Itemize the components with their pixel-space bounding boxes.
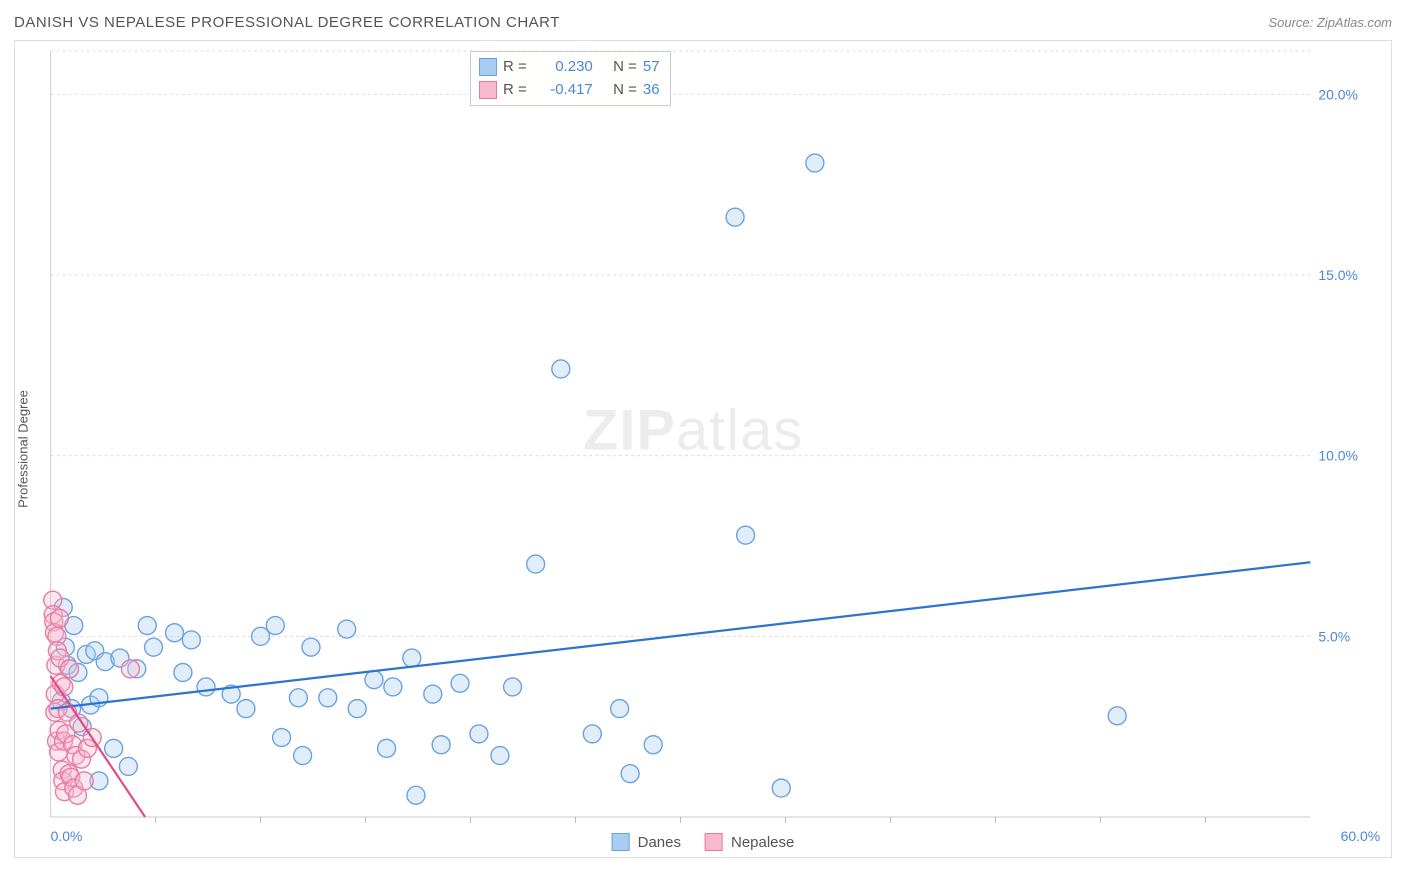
data-point — [289, 689, 307, 707]
data-point — [407, 786, 425, 804]
data-point — [197, 678, 215, 696]
y-tick-label: 15.0% — [1318, 267, 1358, 283]
data-point — [182, 631, 200, 649]
data-point — [451, 674, 469, 692]
n-value: 57 — [643, 56, 660, 79]
data-point — [470, 725, 488, 743]
n-label: N = — [613, 56, 637, 79]
y-tick-label: 5.0% — [1318, 628, 1350, 644]
plot-area: 5.0%10.0%15.0%20.0%0.0%60.0%ZIPatlas — [50, 51, 1311, 817]
data-point — [621, 765, 639, 783]
data-point — [145, 638, 163, 656]
stats-legend: R = 0.230 N = 57 R = -0.417 N = 36 — [470, 51, 671, 106]
data-point — [105, 739, 123, 757]
data-point — [644, 736, 662, 754]
data-point — [119, 757, 137, 775]
y-tick-label: 20.0% — [1318, 86, 1358, 102]
legend-swatch — [705, 833, 723, 851]
x-max-label: 60.0% — [1341, 828, 1381, 844]
data-point — [319, 689, 337, 707]
data-point — [403, 649, 421, 667]
n-value: 36 — [643, 79, 660, 102]
data-point — [726, 208, 744, 226]
series-legend-item: Danes — [612, 833, 681, 851]
data-point — [806, 154, 824, 172]
data-point — [166, 624, 184, 642]
data-point — [583, 725, 601, 743]
series-legend: Danes Nepalese — [612, 833, 795, 851]
y-tick-label: 10.0% — [1318, 448, 1358, 464]
y-axis-label: Professional Degree — [16, 390, 31, 508]
series-legend-label: Danes — [638, 834, 681, 851]
scatter-plot-svg: 5.0%10.0%15.0%20.0%0.0%60.0%ZIPatlas — [50, 51, 1311, 817]
data-point — [348, 700, 366, 718]
r-value: -0.417 — [533, 79, 593, 102]
data-point — [432, 736, 450, 754]
legend-swatch — [479, 58, 497, 76]
data-point — [737, 526, 755, 544]
data-point — [338, 620, 356, 638]
data-point — [365, 671, 383, 689]
trend-line — [51, 562, 1311, 708]
data-point — [1108, 707, 1126, 725]
legend-swatch — [612, 833, 630, 851]
data-point — [294, 747, 312, 765]
data-point — [266, 617, 284, 635]
data-point — [504, 678, 522, 696]
chart-container: Professional Degree 5.0%10.0%15.0%20.0%0… — [14, 40, 1392, 858]
data-point — [491, 747, 509, 765]
legend-swatch — [479, 81, 497, 99]
data-point — [384, 678, 402, 696]
data-point — [273, 729, 291, 747]
data-point — [772, 779, 790, 797]
data-point — [237, 700, 255, 718]
data-point — [527, 555, 545, 573]
data-point — [61, 660, 79, 678]
stats-legend-row: R = -0.417 N = 36 — [479, 79, 660, 102]
series-legend-item: Nepalese — [705, 833, 794, 851]
series-legend-label: Nepalese — [731, 834, 794, 851]
x-min-label: 0.0% — [51, 828, 83, 844]
stats-legend-row: R = 0.230 N = 57 — [479, 56, 660, 79]
r-value: 0.230 — [533, 56, 593, 79]
r-label: R = — [503, 79, 527, 102]
r-label: R = — [503, 56, 527, 79]
data-point — [75, 772, 93, 790]
data-point — [138, 617, 156, 635]
data-point — [611, 700, 629, 718]
source-attribution: Source: ZipAtlas.com — [1268, 15, 1392, 30]
data-point — [424, 685, 442, 703]
data-point — [121, 660, 139, 678]
data-point — [50, 609, 68, 627]
chart-title: DANISH VS NEPALESE PROFESSIONAL DEGREE C… — [14, 14, 560, 31]
watermark: ZIPatlas — [583, 398, 803, 462]
data-point — [378, 739, 396, 757]
data-point — [552, 360, 570, 378]
n-label: N = — [613, 79, 637, 102]
data-point — [302, 638, 320, 656]
data-point — [174, 663, 192, 681]
